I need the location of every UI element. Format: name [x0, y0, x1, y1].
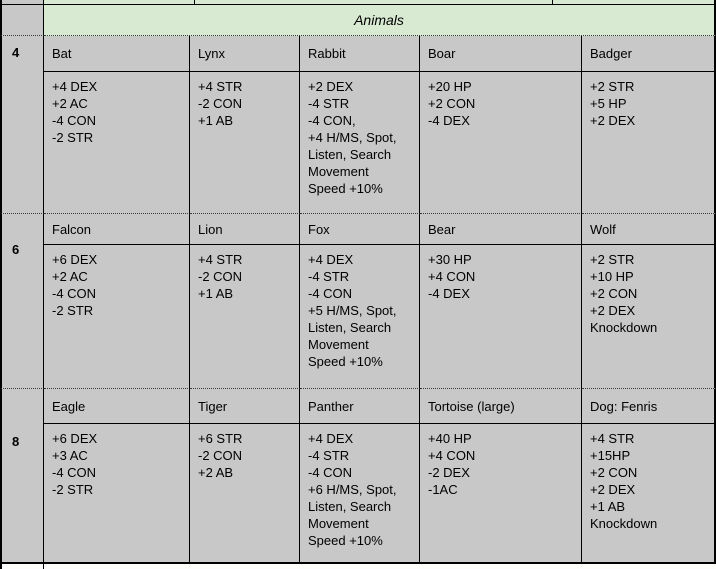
- animal-stats-cell[interactable]: +4 DEX -4 STR -4 CON +6 H/MS, Spot, List…: [300, 424, 420, 564]
- level-cell[interactable]: 6: [0, 214, 44, 389]
- animal-name-cell[interactable]: Dog: Fenris: [582, 389, 716, 424]
- animal-name-cell[interactable]: Tiger: [190, 389, 300, 424]
- level-cell[interactable]: 4: [0, 36, 44, 214]
- animal-name-cell[interactable]: Rabbit: [300, 36, 420, 72]
- animal-name-cell[interactable]: Eagle: [44, 389, 190, 424]
- animal-stats-cell[interactable]: +4 STR -2 CON +1 AB: [190, 72, 300, 214]
- animal-stats-cell[interactable]: +2 DEX -4 STR -4 CON, +4 H/MS, Spot, Lis…: [300, 72, 420, 214]
- animal-stats-cell[interactable]: +2 STR +10 HP +2 CON +2 DEX Knockdown: [582, 245, 716, 389]
- animal-stats-cell[interactable]: +4 STR +15HP +2 CON +2 DEX +1 AB Knockdo…: [582, 424, 716, 564]
- top-partial-row-corner-cell: [0, 0, 44, 5]
- animal-name-cell[interactable]: Bear: [420, 214, 582, 245]
- sheet-title-cell[interactable]: Animals: [44, 5, 716, 36]
- header-row-corner-cell[interactable]: [0, 5, 44, 36]
- animal-stats-cell[interactable]: +4 DEX -4 STR -4 CON +5 H/MS, Spot, List…: [300, 245, 420, 389]
- level-cell[interactable]: 8: [0, 389, 44, 564]
- top-partial-row: [44, 0, 716, 5]
- animal-stats-cell[interactable]: +30 HP +4 CON -4 DEX: [420, 245, 582, 389]
- grid-line: [194, 0, 195, 4]
- animal-name-cell[interactable]: Boar: [420, 36, 582, 72]
- animal-name-cell[interactable]: Falcon: [44, 214, 190, 245]
- animal-stats-cell[interactable]: +6 STR -2 CON +2 AB: [190, 424, 300, 564]
- animal-name-cell[interactable]: Bat: [44, 36, 190, 72]
- animal-stats-cell[interactable]: +40 HP +4 CON -2 DEX -1AC: [420, 424, 582, 564]
- animal-name-cell[interactable]: Lion: [190, 214, 300, 245]
- animal-name-cell[interactable]: Panther: [300, 389, 420, 424]
- animal-name-cell[interactable]: Tortoise (large): [420, 389, 582, 424]
- grid-line: [552, 0, 553, 4]
- animal-stats-cell[interactable]: +6 DEX +2 AC -4 CON -2 STR: [44, 245, 190, 389]
- animal-name-cell[interactable]: Fox: [300, 214, 420, 245]
- animal-name-cell[interactable]: Badger: [582, 36, 716, 72]
- animal-stats-cell[interactable]: +4 DEX +2 AC -4 CON -2 STR: [44, 72, 190, 214]
- animal-stats-cell[interactable]: +20 HP +2 CON -4 DEX: [420, 72, 582, 214]
- animal-name-cell[interactable]: Wolf: [582, 214, 716, 245]
- animal-stats-cell[interactable]: +4 STR -2 CON +1 AB: [190, 245, 300, 389]
- bottom-partial-row-corner-cell: [0, 564, 44, 569]
- bottom-partial-row: [44, 564, 716, 569]
- animal-name-cell[interactable]: Lynx: [190, 36, 300, 72]
- animal-stats-cell[interactable]: +6 DEX +3 AC -4 CON -2 STR: [44, 424, 190, 564]
- animal-stats-cell[interactable]: +2 STR +5 HP +2 DEX: [582, 72, 716, 214]
